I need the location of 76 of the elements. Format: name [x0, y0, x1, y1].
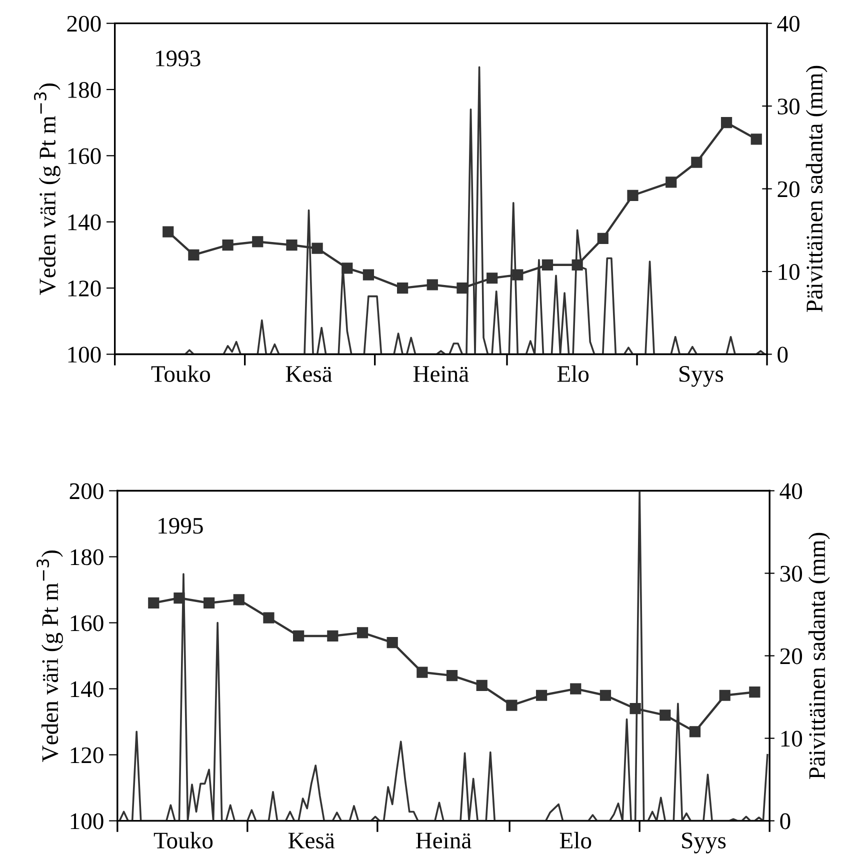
point: [600, 690, 612, 701]
y2-tick-label: 0: [778, 346, 788, 363]
point: [446, 670, 458, 682]
y2-tick-label: 20: [780, 648, 802, 664]
y-tick-label: 160: [68, 148, 101, 164]
x-tick-label: Heinä: [413, 366, 469, 382]
point: [342, 262, 353, 274]
point: [570, 683, 582, 694]
y-tick-label: 180: [68, 82, 101, 98]
point: [720, 117, 732, 128]
point: [162, 226, 174, 238]
point: [362, 269, 374, 280]
point: [416, 666, 428, 678]
x-tick-label: Touko: [154, 832, 213, 849]
point: [263, 612, 274, 624]
y2-tick-label: 0: [780, 813, 790, 830]
y-tick-label: 120: [70, 747, 104, 764]
y-tick-label: 100: [70, 813, 104, 830]
point: [691, 156, 702, 168]
point: [397, 282, 408, 294]
y2-tick-label: 40: [777, 16, 800, 32]
y2-tick-label: 10: [778, 264, 800, 280]
point: [689, 726, 701, 738]
point: [542, 259, 554, 270]
point: [749, 686, 760, 698]
point: [386, 637, 398, 648]
y2-axis-title: Päivittäinen sadanta (mm): [806, 66, 828, 312]
point: [456, 282, 468, 294]
x-tick-label: Touko: [151, 365, 210, 382]
x-tick-label: Syys: [680, 366, 724, 387]
y-axis-title: Veden väri (g Pt m$^{−3}$): [36, 550, 63, 762]
point: [188, 249, 200, 261]
point: [148, 597, 160, 609]
point: [222, 239, 234, 251]
point: [233, 594, 244, 606]
y-tick-label: 200: [70, 483, 104, 500]
point: [666, 176, 677, 188]
point: [312, 242, 323, 254]
y-tick-label: 160: [70, 615, 104, 632]
y-tick-label: 140: [68, 214, 101, 230]
x-tick-label: Kesä: [286, 366, 332, 382]
y2-axis-title: Päivittäinen sadanta (mm): [808, 532, 830, 780]
x-tick-label: Kesä: [288, 832, 335, 849]
point: [356, 627, 368, 638]
y2-tick-label: 40: [780, 483, 802, 500]
point: [327, 630, 338, 642]
x-tick-label: Syys: [682, 832, 726, 854]
y2-tick-label: 20: [778, 181, 800, 198]
point: [597, 232, 608, 244]
y-tick-label: 120: [68, 280, 101, 296]
y-axis-title: Veden väri (g Pt m$^{−3}$): [34, 84, 60, 296]
point: [252, 236, 264, 248]
annotation: 1993: [156, 50, 200, 66]
y-tick-label: 180: [70, 549, 104, 566]
y2-tick-label: 30: [778, 98, 800, 114]
y-tick-label: 100: [68, 346, 101, 363]
point: [293, 630, 304, 642]
point: [286, 239, 298, 251]
point: [719, 690, 730, 701]
y2-tick-label: 10: [781, 730, 802, 747]
point: [506, 700, 518, 711]
y2-tick-label: 30: [780, 566, 802, 582]
y-tick-label: 140: [70, 681, 104, 698]
point: [627, 190, 638, 201]
x-tick-label: Elo: [557, 365, 589, 382]
x-tick-label: Heinä: [416, 832, 472, 849]
point: [750, 134, 762, 145]
point: [536, 690, 548, 701]
point: [660, 710, 671, 721]
point: [486, 272, 498, 284]
x-tick-label: Elo: [560, 832, 592, 849]
point: [204, 597, 215, 609]
y-tick-label: 200: [67, 16, 101, 32]
point: [476, 680, 488, 692]
annotation: 1995: [158, 518, 203, 534]
point: [426, 279, 438, 290]
